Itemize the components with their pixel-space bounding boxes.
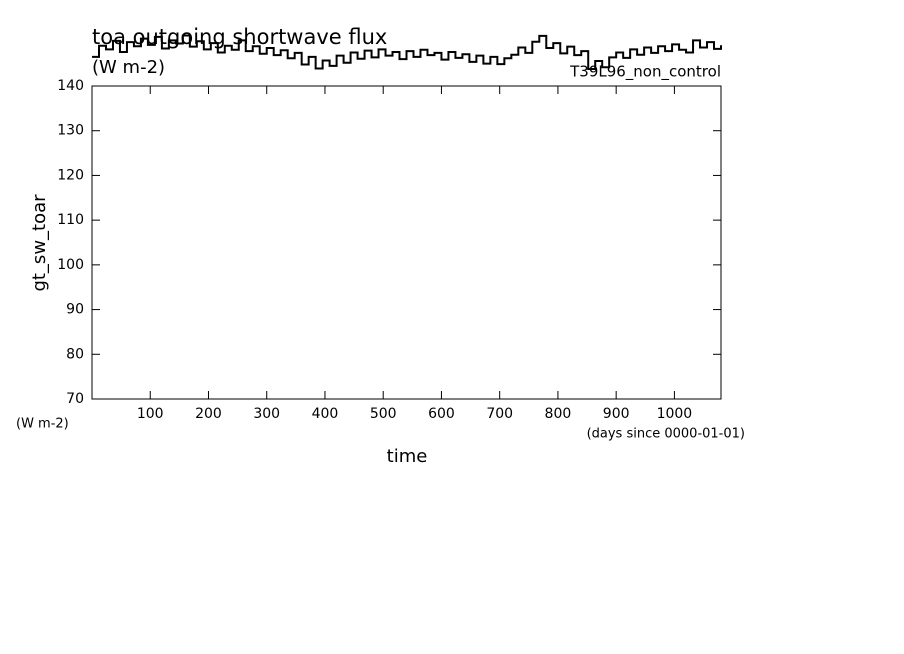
x-units: (days since 0000-01-01) [587, 427, 745, 442]
x-tick-label: 100 [137, 406, 164, 422]
x-tick-label: 700 [486, 406, 513, 422]
y-tick-label: 120 [57, 167, 84, 183]
x-tick-label: 400 [312, 406, 339, 422]
x-tick-label: 900 [603, 406, 630, 422]
x-tick-label: 800 [545, 406, 572, 422]
series-name: T39L96_non_control [569, 63, 721, 82]
y-axis-label: gt_sw_toar [29, 194, 50, 292]
y-tick-label: 130 [57, 123, 84, 139]
x-tick-label: 300 [253, 406, 280, 422]
plot-frame [91, 85, 722, 400]
y-tick-label: 70 [66, 391, 84, 407]
y-tick-label: 80 [66, 346, 84, 362]
x-tick-label: 600 [428, 406, 455, 422]
y-tick-label: 90 [66, 302, 84, 318]
y-tick-label: 140 [57, 78, 84, 94]
title-units: (W m-2) [92, 57, 165, 78]
y-tick-label: 100 [57, 257, 84, 273]
data-line [92, 34, 722, 71]
x-tick-label: 200 [195, 406, 222, 422]
x-tick-label: 1000 [657, 406, 693, 422]
x-tick-label: 500 [370, 406, 397, 422]
y-tick-label: 110 [57, 212, 84, 228]
y-units: (W m-2) [16, 417, 69, 432]
x-axis-label: time [387, 446, 428, 467]
